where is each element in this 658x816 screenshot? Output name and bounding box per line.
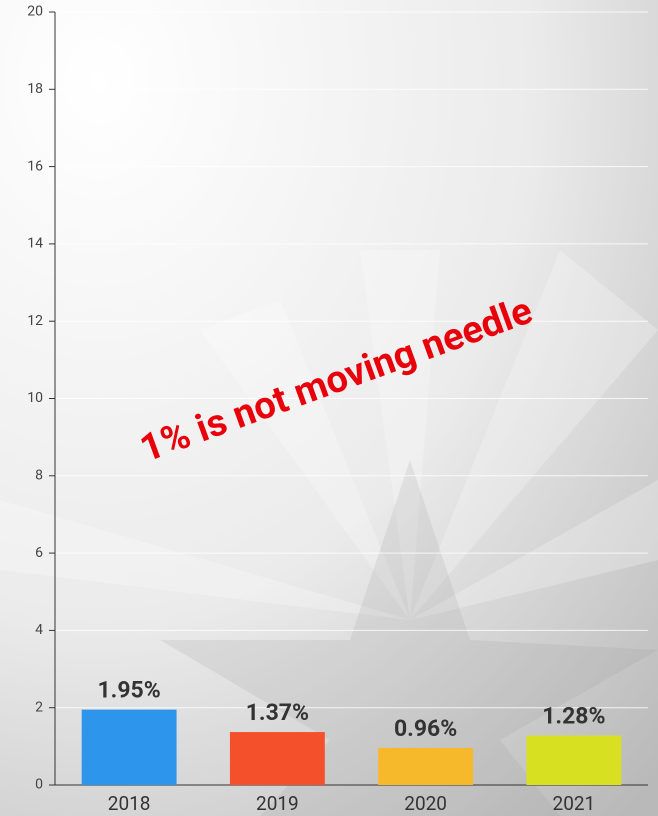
x-tick-label: 2019 — [256, 792, 299, 815]
value-label: 1.28% — [542, 703, 605, 730]
y-tick-label: 16 — [27, 158, 43, 174]
background-star — [160, 460, 658, 816]
value-label: 1.95% — [97, 677, 160, 704]
y-tick-label: 20 — [27, 4, 43, 20]
bar — [378, 747, 474, 785]
x-tick-label: 2020 — [404, 792, 447, 815]
y-tick-label: 2 — [35, 699, 43, 715]
y-tick-label: 12 — [27, 313, 43, 329]
y-tick-label: 4 — [35, 622, 43, 638]
value-label: 1.37% — [246, 699, 309, 726]
x-tick-label: 2018 — [108, 792, 151, 815]
y-tick-label: 6 — [35, 545, 43, 561]
bar — [229, 732, 325, 785]
y-tick-label: 10 — [27, 390, 43, 406]
value-label: 0.96% — [394, 715, 457, 742]
y-tick-label: 0 — [35, 777, 43, 793]
bar — [81, 709, 177, 785]
bar — [526, 735, 622, 785]
y-tick-label: 18 — [27, 81, 43, 97]
y-tick-label: 14 — [27, 236, 43, 252]
y-tick-label: 8 — [35, 468, 43, 484]
bars: 2018 1.95% 2019 1.37% 2020 0.96% 2021 1.28% — [81, 677, 622, 815]
background-rays — [0, 250, 658, 620]
x-tick-label: 2021 — [553, 792, 596, 815]
